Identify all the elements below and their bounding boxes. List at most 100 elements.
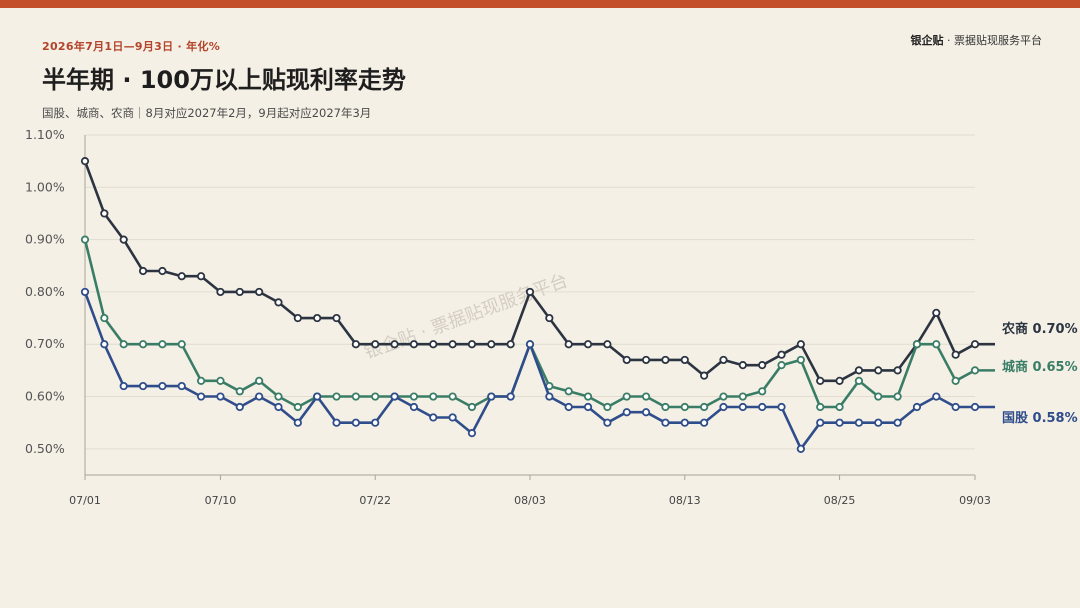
data-point — [583, 340, 593, 349]
data-point — [313, 313, 322, 323]
data-point — [641, 408, 651, 417]
data-point — [487, 392, 496, 401]
data-point — [293, 402, 302, 412]
x-tick-label: 07/01 — [69, 494, 101, 507]
data-point — [371, 418, 380, 427]
data-point — [680, 355, 689, 365]
data-point — [371, 340, 380, 349]
data-point — [119, 340, 128, 349]
data-point — [332, 392, 341, 401]
series-end-label: 国股 0.58% — [1002, 411, 1078, 426]
data-point — [583, 392, 593, 401]
data-point — [912, 402, 922, 412]
data-point — [777, 350, 786, 359]
x-tick-label: 08/25 — [824, 494, 856, 507]
series-end-label: 城商 0.65% — [1002, 359, 1078, 375]
data-point — [177, 272, 186, 281]
data-point — [216, 392, 225, 401]
data-point — [390, 340, 399, 349]
page-title: 半年期 · 100万以上贴现利率走势 — [42, 66, 406, 94]
data-point — [641, 355, 651, 365]
data-point — [893, 392, 902, 401]
data-point — [506, 392, 515, 401]
data-point — [796, 340, 805, 349]
data-point — [893, 366, 902, 375]
data-point — [970, 402, 980, 412]
x-tick-label: 08/13 — [669, 494, 701, 507]
data-point — [603, 402, 612, 412]
data-point — [622, 392, 631, 401]
data-point — [951, 350, 960, 359]
data-point — [138, 266, 148, 276]
data-point — [216, 287, 225, 297]
data-point — [100, 340, 109, 349]
axes: 1.10% 1.00% 0.90% 0.80% 0.70% 0.60% 0.50% 07/01… — [25, 127, 991, 507]
data-point — [874, 418, 883, 427]
data-point — [158, 266, 167, 276]
data-point — [80, 235, 90, 244]
data-point — [448, 392, 457, 401]
data-point — [80, 157, 90, 166]
data-point — [719, 402, 728, 412]
data-point — [177, 381, 186, 391]
data-point — [932, 392, 941, 401]
end-labels: 农商 0.70% 城商 0.65% 国股 0.58% — [1001, 321, 1078, 426]
data-point — [371, 392, 380, 401]
data-point — [564, 340, 573, 349]
data-point — [80, 287, 90, 297]
data-point — [951, 402, 960, 412]
y-tick-label: 0.90% — [25, 232, 65, 247]
data-point — [932, 340, 941, 349]
x-tick-label: 08/03 — [514, 494, 546, 507]
data-point — [932, 308, 941, 317]
data-point — [564, 402, 573, 412]
data-point — [467, 402, 477, 412]
data-point — [158, 340, 167, 349]
data-point — [196, 272, 206, 281]
data-point — [583, 402, 593, 412]
data-point — [351, 392, 360, 401]
data-point — [390, 392, 399, 401]
chart-note: 国股、城商、农商｜8月对应2027年2月，9月起对应2027年3月 — [42, 106, 372, 120]
y-tick-label: 0.80% — [25, 284, 65, 299]
data-point — [835, 376, 844, 385]
data-point — [216, 376, 225, 385]
data-point — [100, 313, 109, 323]
brand-name: 银企贴 — [910, 34, 944, 47]
data-point — [545, 392, 554, 401]
y-tick-label: 0.70% — [25, 336, 65, 351]
data-point — [138, 381, 148, 391]
data-point — [274, 402, 283, 412]
y-tick-label: 1.10% — [25, 127, 65, 142]
data-point — [332, 313, 341, 323]
data-point — [158, 381, 167, 391]
data-point — [525, 287, 535, 297]
data-point — [661, 402, 670, 412]
data-point — [409, 402, 419, 412]
data-point — [738, 361, 747, 370]
brand: 银企贴 · 票据贴现服务平台 — [911, 32, 1043, 48]
data-point — [970, 366, 980, 375]
top-accent-bar — [0, 0, 1080, 8]
data-point — [796, 444, 805, 453]
data-point — [816, 418, 825, 427]
data-point — [641, 392, 651, 401]
data-point — [235, 402, 244, 412]
data-point — [545, 313, 554, 323]
data-point — [951, 376, 960, 385]
data-point — [700, 371, 709, 380]
data-point — [313, 392, 322, 401]
data-point — [700, 418, 709, 427]
series-end-label: 农商 0.70% — [1001, 321, 1078, 337]
data-point — [835, 402, 844, 412]
data-point — [874, 392, 883, 401]
y-tick-label: 0.60% — [25, 389, 65, 404]
data-point — [738, 402, 747, 412]
data-point — [719, 355, 728, 365]
data-point — [912, 340, 922, 349]
data-point — [893, 418, 902, 427]
data-point — [622, 408, 631, 417]
data-point — [854, 366, 864, 375]
data-point — [467, 340, 477, 349]
